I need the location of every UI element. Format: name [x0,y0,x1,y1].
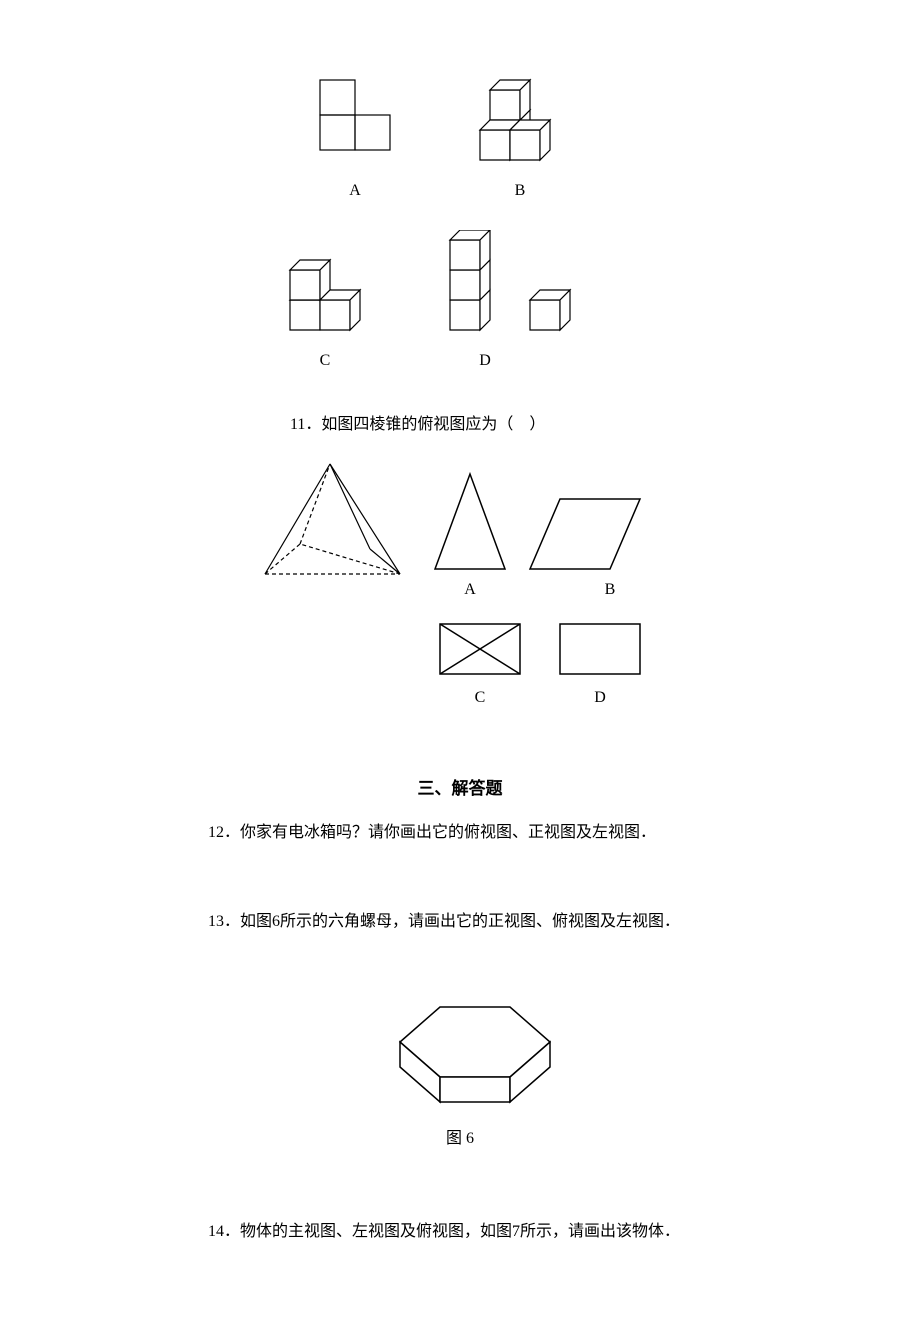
q13-text: 13．如图6所示的六角螺母，请画出它的正视图、俯视图及左视图． [208,908,768,937]
fig-label-d: D [479,352,491,369]
fig-cubes-row2: C D [0,230,920,400]
q11-label-d: D [594,689,606,706]
fig-cubes-row1: A B [0,60,920,230]
fig-label-c: C [320,352,331,369]
q14-text: 14．物体的主视图、左视图及俯视图，如图7所示，请画出该物体． [208,1218,768,1247]
q11-label-a: A [464,581,476,598]
fig6: 图 6 [0,992,920,1148]
q11-label-b: B [605,581,616,598]
q11-text: 11．如图四棱锥的俯视图应为（ ） [290,410,920,434]
section3-title: 三、解答题 [0,774,920,799]
q11-label-c: C [475,689,486,706]
q11-figures: A B C D [0,444,920,724]
fig-label-a: A [349,182,361,199]
fig6-caption: 图 6 [0,1124,920,1148]
fig-label-b: B [515,182,526,199]
q12-text: 12．你家有电冰箱吗？请你画出它的俯视图、正视图及左视图． [208,819,768,848]
